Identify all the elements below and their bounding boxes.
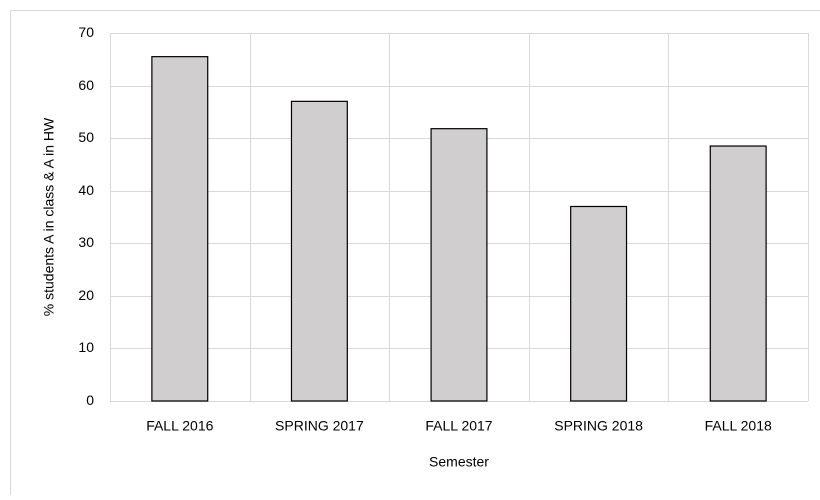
y-tick-label: 50 [78,129,94,145]
y-tick-label: 60 [78,77,94,93]
y-tick-label: 0 [86,392,94,408]
chart-border [11,11,820,496]
bar [710,146,766,401]
x-tick-label: FALL 2016 [146,418,213,434]
y-tick-label: 20 [78,287,94,303]
y-tick-label: 40 [78,182,94,198]
x-tick-label: SPRING 2018 [554,418,643,434]
y-tick-label: 70 [78,24,94,40]
y-axis-label: % students A in class & A in HW [41,117,57,316]
bar [291,101,347,401]
x-tick-label: SPRING 2017 [275,418,364,434]
x-tick-label: FALL 2017 [425,418,492,434]
bar [431,129,487,401]
bar [571,206,627,401]
y-tick-label: 10 [78,339,94,355]
x-axis-label: Semester [429,454,489,470]
y-tick-label: 30 [78,234,94,250]
x-tick-label: FALL 2018 [705,418,772,434]
bar [152,57,208,401]
